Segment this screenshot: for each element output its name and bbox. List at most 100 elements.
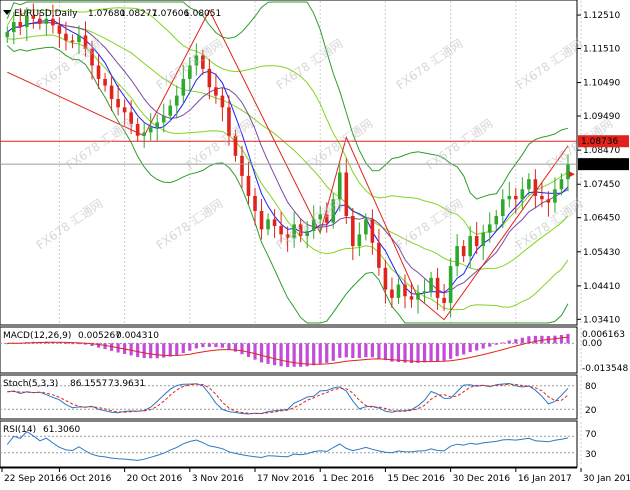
candle bbox=[461, 240, 466, 263]
macd-histogram-bar bbox=[175, 343, 179, 356]
macd-histogram-bar bbox=[129, 343, 133, 356]
candle-body bbox=[90, 48, 94, 66]
candle bbox=[416, 284, 420, 314]
macd-histogram-bar bbox=[396, 343, 401, 363]
candle-body bbox=[520, 189, 525, 200]
candle bbox=[364, 213, 368, 241]
candle bbox=[514, 187, 518, 214]
candle bbox=[259, 198, 264, 240]
macd-histogram-bar bbox=[514, 339, 518, 344]
candle-body bbox=[364, 219, 368, 235]
arrow-marker-icon bbox=[569, 171, 575, 178]
macd-histogram-bar bbox=[416, 343, 420, 363]
macd-histogram-bar bbox=[351, 343, 355, 359]
collapse-triangle-icon[interactable] bbox=[3, 10, 11, 15]
candle bbox=[253, 187, 257, 226]
candle bbox=[357, 222, 362, 257]
candle-body bbox=[390, 289, 394, 298]
candle bbox=[311, 205, 316, 240]
candle-body bbox=[507, 195, 512, 200]
macd-value: 0.005267 bbox=[78, 331, 121, 341]
candle-body bbox=[122, 107, 127, 113]
candle-body bbox=[324, 214, 329, 223]
candle-body bbox=[553, 189, 557, 203]
candle bbox=[331, 193, 336, 229]
candle bbox=[227, 95, 231, 146]
bollinger-upper-line bbox=[6, 1, 569, 200]
stoch-signal-line bbox=[7, 383, 569, 415]
candle bbox=[344, 158, 349, 225]
time-tick-label: 16 Jan 2017 bbox=[518, 474, 572, 484]
candle-body bbox=[344, 172, 349, 216]
macd-histogram-bar bbox=[409, 343, 414, 364]
candle bbox=[442, 283, 446, 311]
candle bbox=[90, 40, 94, 80]
candle-body bbox=[494, 216, 499, 225]
candle-body bbox=[188, 65, 192, 79]
time-tick-label: 1 Dec 2016 bbox=[322, 474, 374, 484]
macd-histogram-bar bbox=[109, 343, 114, 351]
candle bbox=[403, 274, 407, 309]
candle bbox=[194, 43, 199, 76]
candle bbox=[448, 258, 453, 317]
macd-tick-zero: 0.00 bbox=[582, 339, 602, 349]
macd-histogram-bar bbox=[253, 343, 257, 360]
candle-body bbox=[57, 25, 62, 34]
macd-histogram-bar bbox=[494, 343, 498, 345]
candle bbox=[18, 8, 23, 36]
candle bbox=[383, 259, 388, 304]
candle-body bbox=[298, 224, 303, 237]
macd-y-axis: 0.006163 0.00 -0.013548 bbox=[582, 330, 628, 374]
stoch-header: Stoch(5,3,3) 86.1557 73.9631 bbox=[3, 379, 145, 389]
macd-histogram-bar bbox=[96, 343, 101, 348]
macd-histogram-bar bbox=[259, 343, 264, 363]
macd-histogram-bar bbox=[227, 343, 231, 350]
macd-histogram-bar bbox=[449, 343, 453, 359]
candle bbox=[51, 4, 55, 34]
candle bbox=[181, 64, 186, 104]
macd-histogram-bar bbox=[383, 343, 388, 361]
candle bbox=[116, 84, 120, 116]
marker-price-tag: 1.08736 bbox=[578, 135, 629, 148]
candle bbox=[520, 177, 525, 210]
candle-body bbox=[272, 219, 277, 227]
candle-body bbox=[448, 266, 453, 303]
candle bbox=[481, 224, 486, 261]
candle bbox=[11, 12, 16, 45]
candle bbox=[409, 282, 414, 308]
candle-body bbox=[442, 297, 446, 303]
macd-histogram-bar bbox=[299, 343, 303, 367]
macd-histogram-bar bbox=[83, 343, 88, 345]
macd-histogram-bar bbox=[475, 343, 479, 351]
envelope-upper-line bbox=[6, 7, 569, 235]
candle bbox=[44, 8, 49, 36]
candle-body bbox=[83, 35, 88, 49]
candle-body bbox=[559, 179, 564, 190]
candle-body bbox=[292, 224, 296, 238]
macd-histogram-bar bbox=[507, 340, 511, 344]
bollinger-lower-line bbox=[6, 45, 569, 324]
macd-histogram-bar bbox=[390, 343, 394, 362]
macd-signal-line bbox=[7, 336, 569, 365]
candle-body bbox=[500, 199, 505, 216]
price-tick-label: 1.05430 bbox=[583, 248, 620, 258]
price-tick-label: 1.06450 bbox=[583, 214, 620, 224]
macd-histogram-bar bbox=[246, 343, 251, 357]
ohlc-high: 1.08277 bbox=[120, 9, 157, 19]
candle-body bbox=[38, 18, 42, 24]
candle-body bbox=[109, 85, 114, 99]
candle bbox=[298, 218, 303, 243]
macd-histogram-bar bbox=[331, 343, 335, 361]
candle-body bbox=[409, 296, 414, 300]
ohlc-low: 1.07606 bbox=[152, 9, 189, 19]
candle bbox=[285, 226, 290, 252]
macd-histogram-bar bbox=[344, 343, 348, 358]
candle-body bbox=[357, 234, 362, 247]
macd-histogram-bar bbox=[422, 343, 427, 363]
price-tick-label: 1.03410 bbox=[583, 315, 620, 325]
macd-histogram-bar bbox=[201, 343, 205, 348]
candle-body bbox=[435, 277, 440, 298]
candle bbox=[38, 12, 42, 30]
candle-body bbox=[514, 195, 518, 200]
candle bbox=[233, 129, 238, 162]
